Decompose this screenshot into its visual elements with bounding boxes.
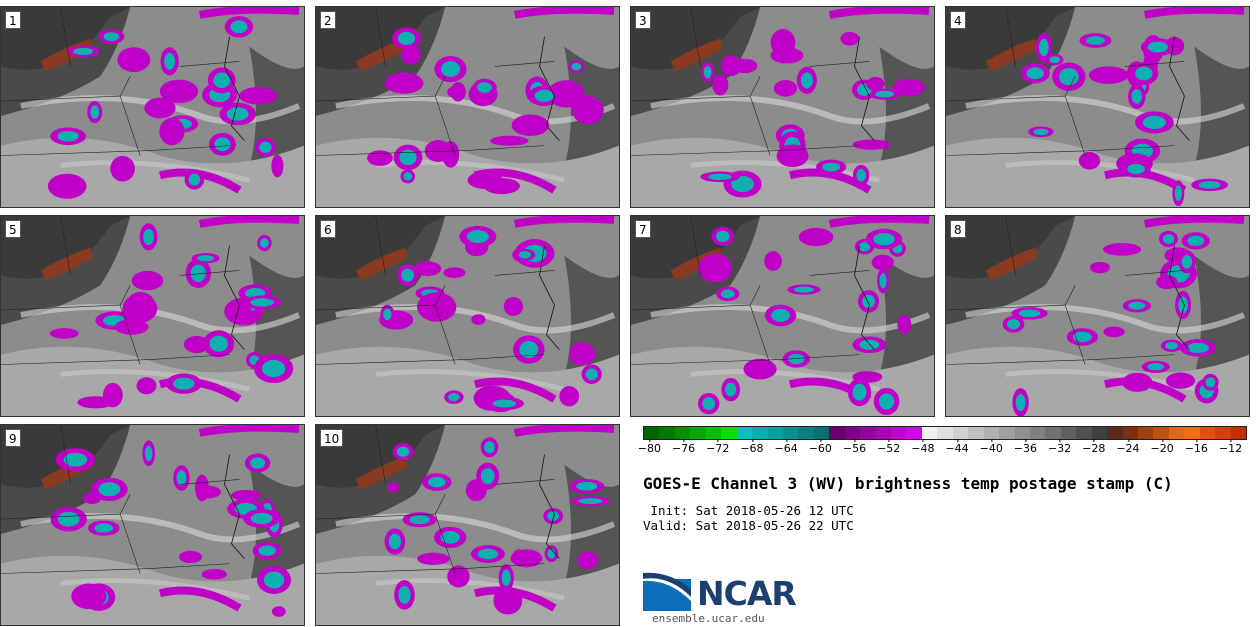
colorbar-segment: [674, 427, 691, 439]
panel-label: 10: [320, 429, 344, 447]
colorbar-ticks: −80 −76 −72 −68 −64 −60 −56 −52 −48 −44 −40 −36 −32−…: [638, 439, 1247, 458]
colorbar-segment: [1184, 427, 1200, 439]
colorbar-segment: [1122, 427, 1138, 439]
plot-title: GOES-E Channel 3 (WV) brightness temp po…: [643, 474, 1173, 493]
colorbar: [643, 426, 1247, 440]
wv-map: [946, 7, 1249, 207]
wv-map: [1, 7, 304, 207]
panel-label: 3: [635, 11, 651, 29]
colorbar-segment: [860, 427, 876, 439]
colorbar-tick-label: −52: [877, 439, 901, 455]
colorbar-segment: [644, 427, 660, 439]
panel-7: 7: [630, 215, 935, 417]
panel-label: 4: [950, 11, 966, 29]
panel-label: 9: [5, 429, 21, 447]
wv-map: [316, 216, 619, 416]
colorbar-segment: [1091, 427, 1108, 439]
colorbar-segment: [983, 427, 1000, 439]
colorbar-segment: [968, 427, 984, 439]
wv-map: [1, 425, 304, 625]
colorbar-segment: [1230, 427, 1247, 439]
colorbar-segment: [705, 427, 722, 439]
panel-label: 2: [320, 11, 336, 29]
panel-9: 9: [0, 424, 305, 626]
colorbar-segment: [798, 427, 814, 439]
init-time: Init: Sat 2018-05-26 12 UTC: [643, 503, 854, 518]
colorbar-tick-label: −16: [1184, 439, 1208, 455]
colorbar-tick-label: −44: [945, 439, 969, 455]
wv-map: [946, 216, 1249, 416]
colorbar-tick-label: −72: [706, 439, 730, 455]
colorbar-tick-label: −28: [1082, 439, 1106, 455]
ncar-logo-text: NCAR: [697, 574, 797, 613]
panel-label: 1: [5, 11, 21, 29]
colorbar-tick-label: −20: [1150, 439, 1174, 455]
colorbar-tick-label: −12: [1218, 439, 1243, 455]
colorbar-segment: [891, 427, 907, 439]
panel-8: 8: [945, 215, 1250, 417]
colorbar-segment: [1138, 427, 1154, 439]
panel-1: 1: [0, 6, 305, 208]
colorbar-segment: [813, 427, 830, 439]
colorbar-segment: [999, 427, 1015, 439]
colorbar-tick-label: −64: [774, 439, 798, 455]
colorbar-segment: [782, 427, 799, 439]
colorbar-tick-label: −40: [979, 439, 1003, 455]
panel-5: 5: [0, 215, 305, 417]
colorbar-segment: [1060, 427, 1077, 439]
wv-map: [316, 7, 619, 207]
colorbar-segment: [690, 427, 706, 439]
source-url: ensemble.ucar.edu: [652, 612, 765, 625]
panel-3: 3: [630, 6, 935, 208]
colorbar-segment: [875, 427, 891, 439]
wv-map: [316, 425, 619, 625]
colorbar-tick-label: −60: [808, 439, 832, 455]
colorbar-segment: [906, 427, 922, 439]
colorbar-tick-label: −56: [842, 439, 867, 455]
colorbar-segment: [844, 427, 861, 439]
colorbar-segment: [659, 427, 675, 439]
colorbar-segment: [829, 427, 845, 439]
colorbar-segment: [1153, 427, 1169, 439]
panel-4: 4: [945, 6, 1250, 208]
colorbar-segment: [937, 427, 953, 439]
wv-map: [631, 216, 934, 416]
colorbar-segment: [921, 427, 938, 439]
colorbar-segment: [721, 427, 737, 439]
colorbar-segment: [1107, 427, 1123, 439]
wv-map: [631, 7, 934, 207]
colorbar-segment: [1215, 427, 1231, 439]
panel-label: 5: [5, 220, 21, 238]
colorbar-tick-label: −48: [911, 439, 935, 455]
colorbar-segment: [1014, 427, 1030, 439]
colorbar-segment: [1045, 427, 1061, 439]
panel-6: 6: [315, 215, 620, 417]
wv-map: [1, 216, 304, 416]
colorbar-segment: [952, 427, 969, 439]
ncar-logo-icon: [643, 572, 691, 611]
colorbar-segment: [1168, 427, 1185, 439]
panel-label: 8: [950, 220, 966, 238]
colorbar-segment: [752, 427, 768, 439]
colorbar-tick-label: −36: [1013, 439, 1037, 455]
panel-label: 7: [635, 220, 651, 238]
colorbar-tick-label: −80: [637, 439, 661, 455]
colorbar-tick-label: −68: [740, 439, 764, 455]
colorbar-tick-label: −76: [671, 439, 696, 455]
colorbar-segment: [1029, 427, 1046, 439]
colorbar-tick-label: −24: [1116, 439, 1140, 455]
valid-time: Valid: Sat 2018-05-26 22 UTC: [643, 518, 854, 533]
colorbar-segment: [736, 427, 753, 439]
panel-label: 6: [320, 220, 336, 238]
colorbar-tick-label: −32: [1047, 439, 1072, 455]
colorbar-segment: [1199, 427, 1216, 439]
colorbar-segment: [767, 427, 783, 439]
panel-10: 10: [315, 424, 620, 626]
colorbar-segment: [1076, 427, 1092, 439]
ncar-logo: NCAR: [643, 571, 797, 613]
panel-2: 2: [315, 6, 620, 208]
